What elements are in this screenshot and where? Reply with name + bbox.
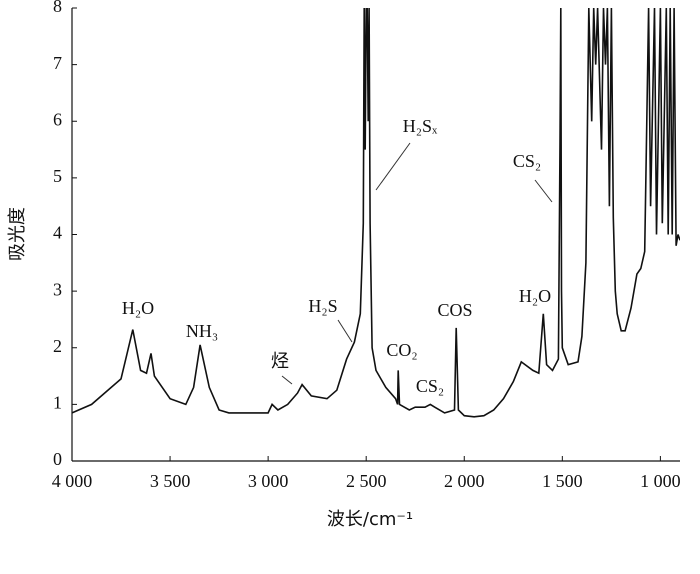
x-tick-label: 2 000 [444,471,485,491]
x-tick-label: 2 500 [346,471,387,491]
y-tick-label: 6 [53,109,62,129]
annotation: H₂S [308,296,337,316]
y-axis-label: 吸光度 [7,207,28,261]
leader-line [337,319,353,343]
y-tick-label: 5 [53,166,62,186]
y-tick-label: 0 [53,449,62,469]
spectrum-line [72,8,680,418]
x-tick-label: 3 500 [150,471,191,491]
y-tick-label: 1 [53,393,62,413]
y-tick-label: 8 [53,0,62,16]
y-tick-label: 4 [53,223,62,243]
annotation: COS [437,300,472,320]
leader-line [375,142,411,191]
annotation: CS₂ [416,376,444,396]
y-tick-label: 3 [53,279,62,299]
annotation: NH₃ [186,321,218,341]
annotation: 烃 [271,351,289,371]
leader-lines [281,142,553,385]
y-tick-label: 7 [53,53,62,73]
annotation: H₂O [122,298,154,318]
x-axis-label: 波长/cm⁻¹ [327,509,413,530]
x-tick-label: 4 000 [52,471,93,491]
x-tick-label: 1 500 [542,471,583,491]
annotation: CS₂ [513,151,541,171]
annotation: H₂O [519,286,551,306]
x-tick-label: 3 000 [248,471,289,491]
y-tick-label: 2 [53,336,62,356]
leader-line [534,179,553,203]
x-tick-label: 1 000 [640,471,681,491]
annotation: CO₂ [386,340,417,360]
leader-line [281,375,293,385]
annotation: H₂Sₓ [403,116,438,136]
